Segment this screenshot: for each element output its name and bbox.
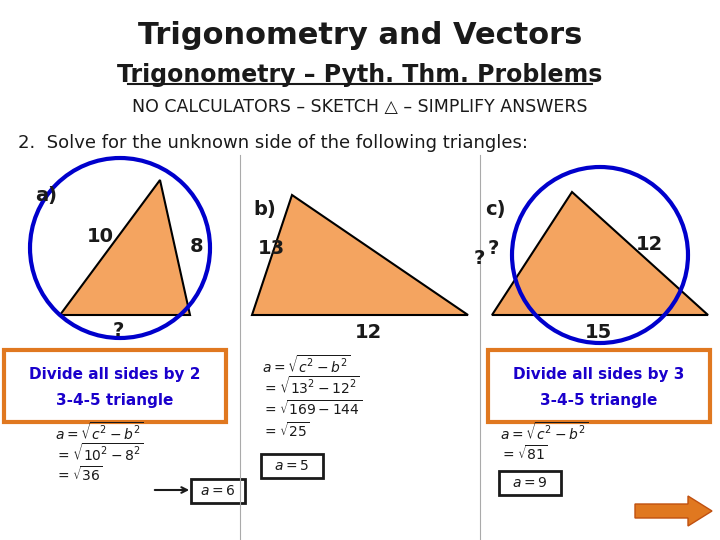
- Text: $a = 9$: $a = 9$: [513, 476, 548, 490]
- Text: 3-4-5 triangle: 3-4-5 triangle: [56, 393, 174, 408]
- Text: $= \sqrt{13^2 - 12^2}$: $= \sqrt{13^2 - 12^2}$: [262, 376, 359, 397]
- Text: $= \sqrt{36}$: $= \sqrt{36}$: [55, 465, 103, 484]
- Text: Trigonometry – Pyth. Thm. Problems: Trigonometry – Pyth. Thm. Problems: [117, 63, 603, 87]
- Text: 8: 8: [190, 238, 204, 256]
- Text: $= \sqrt{10^2 - 8^2}$: $= \sqrt{10^2 - 8^2}$: [55, 443, 144, 464]
- Text: $a = 5$: $a = 5$: [274, 459, 310, 473]
- Text: 3-4-5 triangle: 3-4-5 triangle: [540, 393, 657, 408]
- Text: ?: ?: [112, 321, 124, 340]
- Polygon shape: [635, 496, 712, 526]
- Text: $= \sqrt{81}$: $= \sqrt{81}$: [500, 444, 548, 463]
- Text: Divide all sides by 2: Divide all sides by 2: [30, 367, 201, 381]
- Text: $a = \sqrt{c^2 - b^2}$: $a = \sqrt{c^2 - b^2}$: [262, 354, 351, 376]
- FancyBboxPatch shape: [261, 454, 323, 478]
- Text: Divide all sides by 3: Divide all sides by 3: [513, 367, 685, 381]
- Text: $a = \sqrt{c^2 - b^2}$: $a = \sqrt{c^2 - b^2}$: [55, 421, 143, 443]
- Text: 2.  Solve for the unknown side of the following triangles:: 2. Solve for the unknown side of the fol…: [18, 134, 528, 152]
- Text: NO CALCULATORS – SKETCH △ – SIMPLIFY ANSWERS: NO CALCULATORS – SKETCH △ – SIMPLIFY ANS…: [132, 98, 588, 116]
- Text: 15: 15: [585, 322, 611, 341]
- Text: 12: 12: [636, 234, 663, 253]
- Text: $a = 6$: $a = 6$: [200, 484, 235, 498]
- Text: a): a): [35, 186, 57, 205]
- Text: c): c): [485, 200, 505, 219]
- FancyBboxPatch shape: [4, 350, 226, 422]
- FancyBboxPatch shape: [499, 471, 561, 495]
- Text: $a = \sqrt{c^2 - b^2}$: $a = \sqrt{c^2 - b^2}$: [500, 421, 589, 443]
- Polygon shape: [252, 195, 468, 315]
- Polygon shape: [60, 180, 190, 315]
- Text: $= \sqrt{169 - 144}$: $= \sqrt{169 - 144}$: [262, 400, 362, 419]
- Text: b): b): [253, 200, 276, 219]
- Text: $= \sqrt{25}$: $= \sqrt{25}$: [262, 422, 310, 441]
- Polygon shape: [492, 192, 708, 315]
- Text: 10: 10: [86, 227, 114, 246]
- Text: Trigonometry and Vectors: Trigonometry and Vectors: [138, 21, 582, 50]
- Text: 13: 13: [258, 239, 285, 258]
- Text: ?: ?: [488, 239, 500, 258]
- Text: ?: ?: [474, 248, 485, 267]
- FancyBboxPatch shape: [191, 479, 245, 503]
- FancyBboxPatch shape: [488, 350, 710, 422]
- Text: 12: 12: [354, 322, 382, 341]
